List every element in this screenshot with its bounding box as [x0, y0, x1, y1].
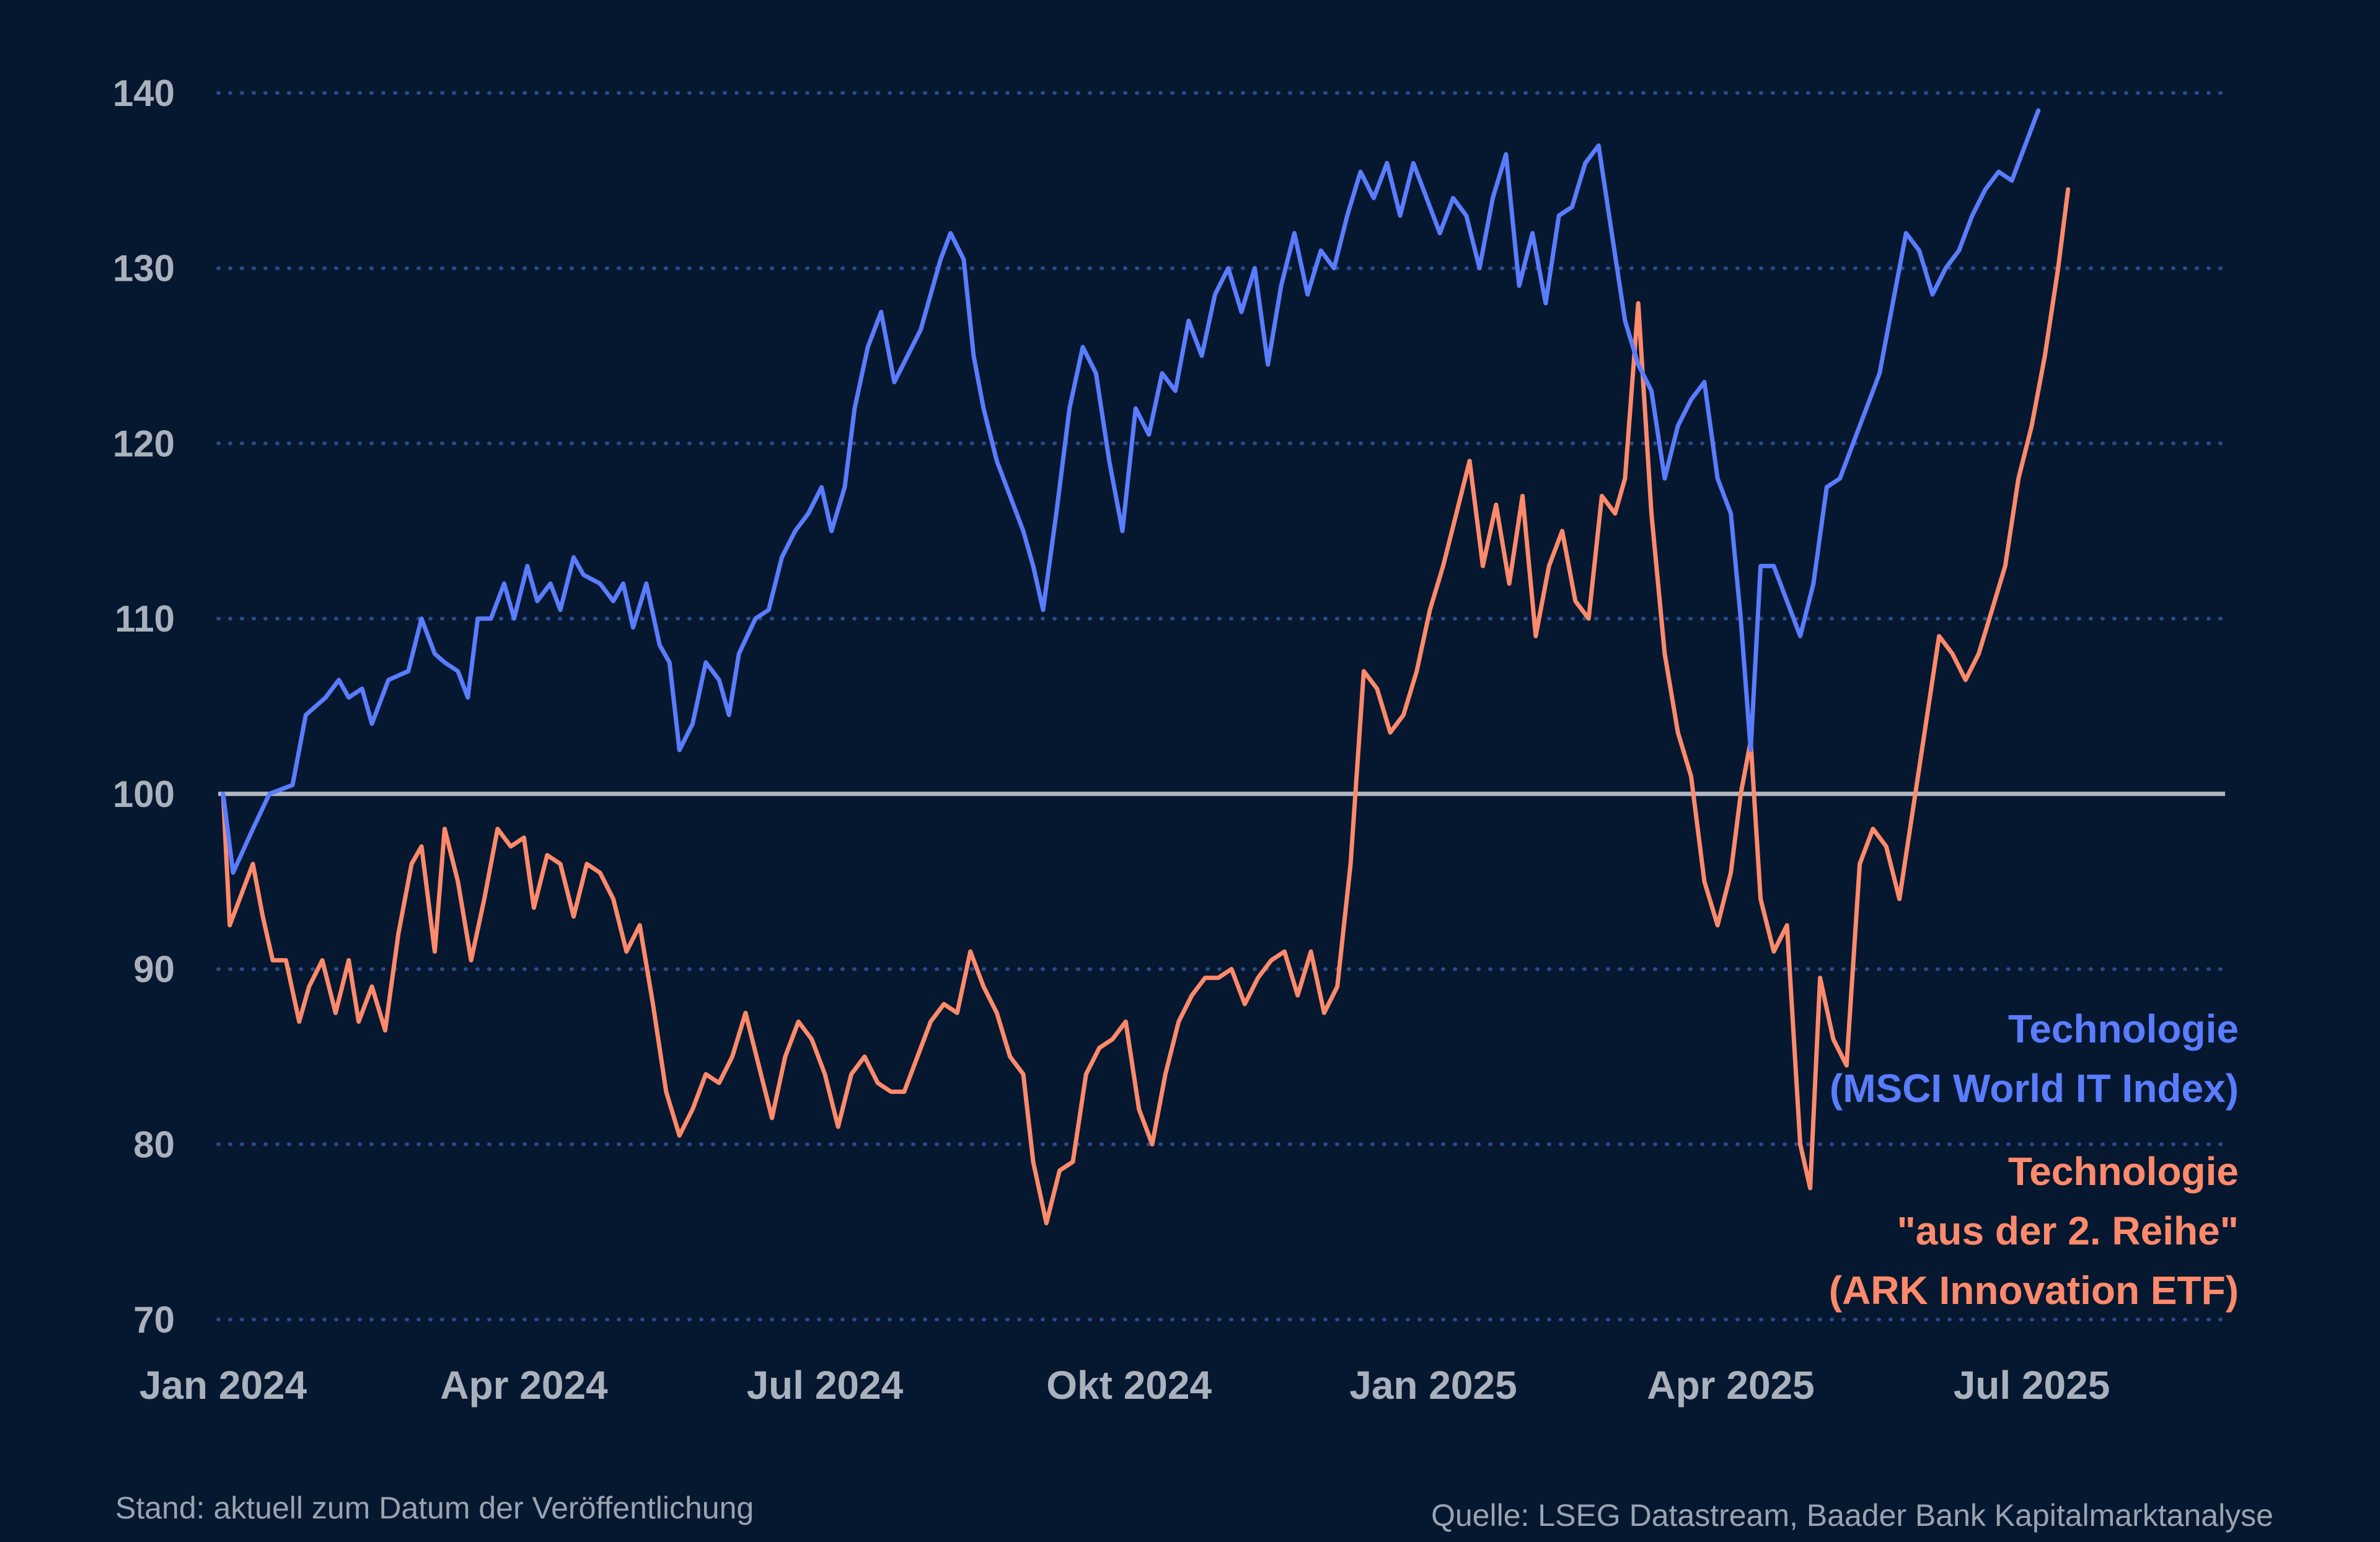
footer-source: Quelle: LSEG Datastream, Baader Bank Kap… [1431, 1498, 2273, 1533]
x-tick-label-0: Jan 2024 [139, 1363, 307, 1408]
y-tick-label-140: 140 [113, 73, 175, 114]
y-axis: 70 80 90 100 110 120 130 140 [113, 73, 175, 1341]
x-tick-label-6: Jul 2025 [1954, 1363, 2110, 1408]
legend-it-line2: (MSCI World IT Index) [1830, 1066, 2239, 1111]
x-tick-label-2: Jul 2024 [747, 1363, 904, 1408]
legend-ark-line1: Technologie [2008, 1149, 2239, 1194]
series-line-ark [221, 187, 2071, 1225]
series-line-msci-it [221, 108, 2041, 875]
y-tick-label-100: 100 [113, 773, 175, 815]
x-tick-label-3: Okt 2024 [1046, 1363, 1212, 1408]
y-tick-label-70: 70 [133, 1299, 175, 1341]
legend: Technologie (MSCI World IT Index) Techno… [1829, 1007, 2239, 1313]
y-tick-label-90: 90 [133, 949, 175, 990]
footer-note: Stand: aktuell zum Datum der Veröffentli… [115, 1491, 754, 1525]
y-tick-label-130: 130 [113, 248, 175, 289]
x-axis: Jan 2024 Apr 2024 Jul 2024 Okt 2024 Jan 2025… [139, 1363, 2110, 1408]
grid-layer [216, 91, 2227, 1321]
series-layer [221, 108, 2071, 1225]
y-tick-label-110: 110 [115, 598, 175, 640]
legend-it-line1: Technologie [2008, 1007, 2239, 1051]
x-tick-label-4: Jan 2025 [1349, 1363, 1517, 1408]
legend-ark-line2: "aus der 2. Reihe" [1897, 1209, 2239, 1253]
x-tick-label-5: Apr 2025 [1647, 1363, 1814, 1408]
legend-ark-line3: (ARK Innovation ETF) [1829, 1268, 2239, 1313]
x-tick-label-1: Apr 2024 [440, 1363, 608, 1408]
y-tick-label-80: 80 [133, 1124, 175, 1165]
y-tick-label-120: 120 [113, 423, 175, 464]
